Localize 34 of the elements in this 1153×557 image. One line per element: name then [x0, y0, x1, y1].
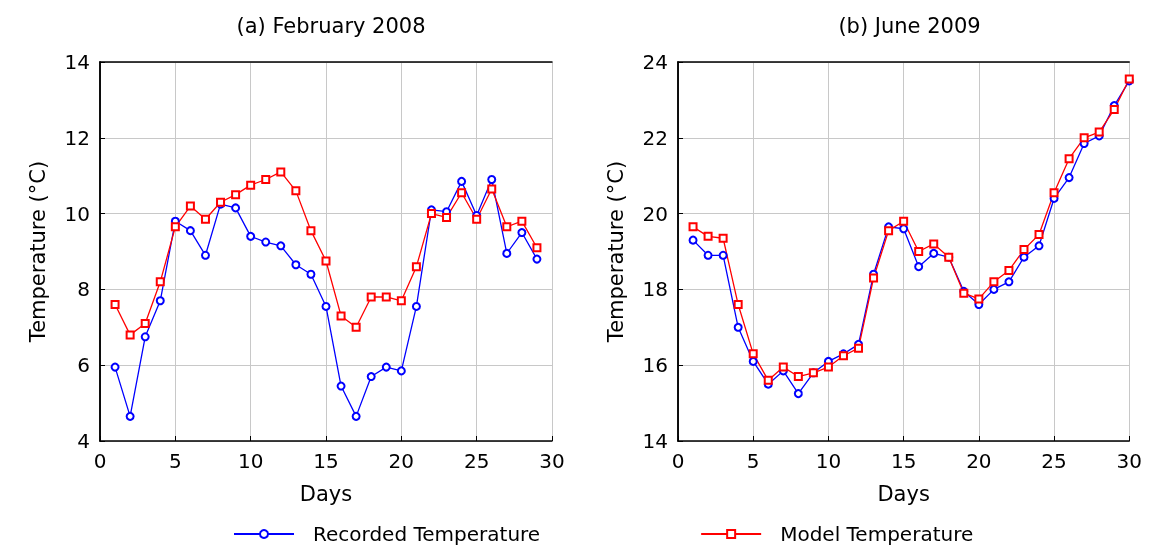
y-tick-label: 14: [642, 429, 668, 453]
y-tick-label: 10: [64, 201, 90, 226]
y-tick-label: 24: [642, 50, 668, 74]
x-tick-label: 0: [671, 449, 685, 473]
x-tick-label: 10: [237, 449, 264, 473]
x-tick-label: 10: [815, 449, 842, 473]
x-tick-label: 5: [746, 449, 760, 473]
legend-label: Model Temperature: [780, 522, 974, 546]
chart-title: (a) February 2008: [236, 13, 426, 38]
y-tick-label: 14: [64, 50, 90, 74]
x-tick-label: 0: [93, 449, 107, 473]
y-tick-label: 22: [642, 125, 668, 150]
y-axis-title: Temperature (°C): [25, 160, 50, 344]
chart-title: (b) June 2009: [838, 13, 981, 38]
y-axis-title: Temperature (°C): [603, 160, 628, 344]
x-tick-label: 20: [388, 449, 415, 473]
y-tick-label: 18: [642, 277, 668, 302]
x-tick-label: 5: [168, 449, 182, 473]
x-tick-label: 30: [539, 449, 565, 473]
x-tick-label: 25: [1041, 449, 1067, 473]
y-tick-label: 16: [642, 353, 668, 378]
y-tick-label: 12: [64, 125, 90, 150]
x-tick-label: 30: [1116, 449, 1142, 473]
y-tick-label: 20: [642, 201, 668, 226]
y-tick-label: 4: [77, 429, 90, 453]
legend-label: Recorded Temperature: [313, 522, 541, 546]
x-tick-label: 15: [313, 449, 339, 473]
x-tick-label: 25: [463, 449, 490, 473]
y-tick-label: 8: [77, 277, 90, 302]
x-axis-title: Days: [877, 481, 930, 506]
y-tick-label: 6: [77, 353, 90, 378]
x-tick-label: 15: [890, 449, 917, 473]
x-axis-title: Days: [299, 481, 353, 506]
x-tick-label: 20: [966, 449, 992, 473]
